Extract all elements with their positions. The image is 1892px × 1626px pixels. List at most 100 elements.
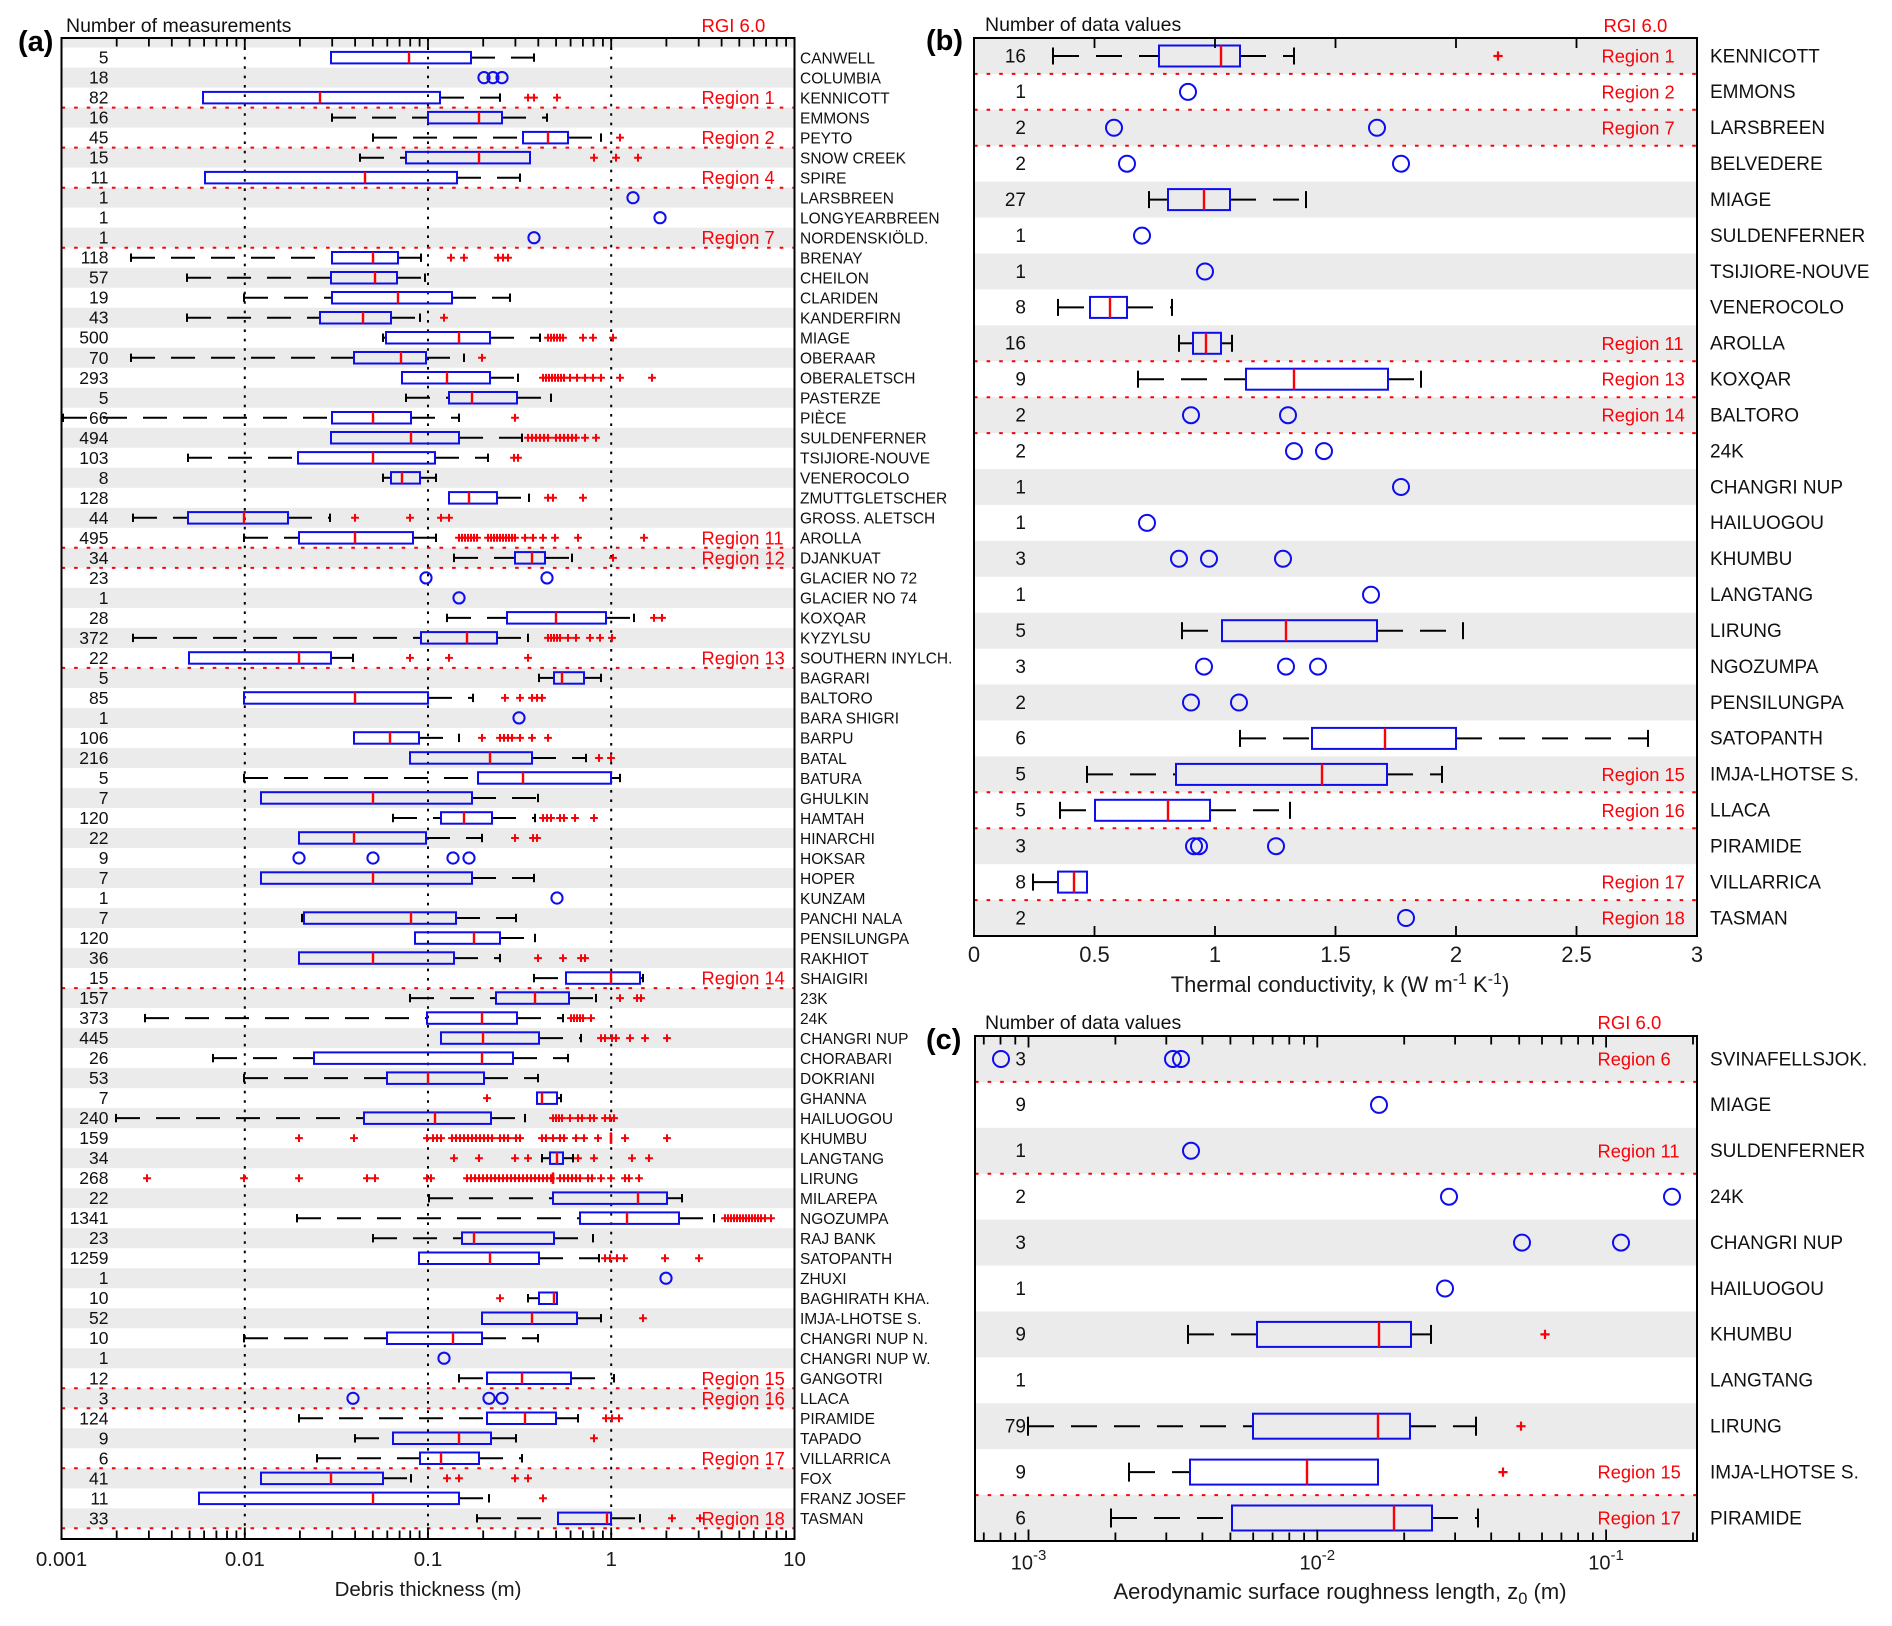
svg-text:10: 10 [783, 1548, 806, 1571]
svg-text:LANGTANG: LANGTANG [1710, 585, 1813, 606]
svg-text:5: 5 [99, 388, 109, 408]
svg-text:16: 16 [1005, 46, 1026, 67]
svg-text:1: 1 [99, 888, 109, 908]
svg-text:1: 1 [99, 708, 109, 728]
svg-text:KHUMBU: KHUMBU [1710, 549, 1792, 570]
svg-text:1259: 1259 [70, 1248, 109, 1268]
svg-text:15: 15 [89, 968, 108, 988]
svg-text:26: 26 [89, 1048, 108, 1068]
svg-text:6: 6 [1015, 729, 1026, 750]
svg-text:PIRAMIDE: PIRAMIDE [800, 1411, 875, 1428]
svg-text:44: 44 [89, 508, 109, 528]
svg-text:TSIJIORE-NOUVE: TSIJIORE-NOUVE [800, 451, 930, 468]
svg-text:AROLLA: AROLLA [800, 531, 862, 548]
svg-text:9: 9 [1015, 1095, 1026, 1116]
svg-text:LARSBREEN: LARSBREEN [1710, 118, 1825, 139]
svg-text:(a): (a) [18, 26, 53, 58]
svg-text:5: 5 [99, 668, 109, 688]
svg-text:BARA SHIGRI: BARA SHIGRI [800, 711, 899, 728]
svg-text:43: 43 [89, 308, 108, 328]
svg-text:BELVEDERE: BELVEDERE [1710, 154, 1823, 175]
svg-text:8: 8 [99, 468, 109, 488]
svg-text:33: 33 [89, 1508, 108, 1528]
svg-text:1: 1 [99, 188, 109, 208]
svg-text:BARPU: BARPU [800, 731, 853, 748]
svg-text:Region 17: Region 17 [702, 1448, 785, 1469]
svg-text:8: 8 [1015, 298, 1026, 319]
svg-text:TASMAN: TASMAN [1710, 908, 1788, 929]
svg-text:BAGRARI: BAGRARI [800, 671, 870, 688]
svg-text:SHAIGIRI: SHAIGIRI [800, 971, 868, 988]
svg-text:TAPADO: TAPADO [800, 1431, 861, 1448]
svg-text:1: 1 [1015, 226, 1026, 247]
svg-text:HAILUOGOU: HAILUOGOU [1710, 513, 1824, 534]
svg-text:Region 2: Region 2 [702, 127, 775, 148]
svg-text:KUNZAM: KUNZAM [800, 891, 865, 908]
svg-text:216: 216 [79, 748, 108, 768]
svg-text:1: 1 [99, 588, 109, 608]
svg-text:9: 9 [99, 848, 109, 868]
svg-text:OBERALETSCH: OBERALETSCH [800, 371, 915, 388]
svg-text:SATOPANTH: SATOPANTH [1710, 729, 1823, 750]
svg-text:CHANGRI NUP: CHANGRI NUP [1710, 477, 1843, 498]
svg-text:GHANNA: GHANNA [800, 1091, 867, 1108]
svg-text:1: 1 [99, 228, 109, 248]
svg-text:GANGOTRI: GANGOTRI [800, 1371, 883, 1388]
svg-text:DOKRIANI: DOKRIANI [800, 1071, 875, 1088]
svg-text:2.5: 2.5 [1561, 942, 1592, 967]
svg-text:2: 2 [1015, 154, 1026, 175]
svg-text:1: 1 [99, 208, 109, 228]
svg-text:57: 57 [89, 268, 108, 288]
svg-text:RAKHIOT: RAKHIOT [800, 951, 869, 968]
svg-text:RGI 6.0: RGI 6.0 [1604, 15, 1668, 36]
svg-text:5: 5 [99, 48, 109, 68]
svg-text:24K: 24K [800, 1011, 828, 1028]
svg-text:3: 3 [99, 1388, 109, 1408]
svg-text:BATAL: BATAL [800, 751, 847, 768]
svg-text:27: 27 [1005, 190, 1026, 211]
svg-text:KHUMBU: KHUMBU [800, 1131, 867, 1148]
svg-text:Region 13: Region 13 [1602, 369, 1685, 390]
svg-text:BALTORO: BALTORO [800, 691, 873, 708]
svg-text:OBERAAR: OBERAAR [800, 351, 876, 368]
svg-text:KHUMBU: KHUMBU [1710, 1325, 1792, 1346]
svg-text:79: 79 [1005, 1417, 1026, 1438]
svg-text:2: 2 [1015, 406, 1026, 427]
svg-text:11: 11 [90, 1488, 108, 1508]
svg-text:GHULKIN: GHULKIN [800, 791, 869, 808]
svg-text:CHANGRI NUP: CHANGRI NUP [1710, 1233, 1843, 1254]
svg-text:1: 1 [99, 1348, 109, 1368]
svg-text:IMJA-LHOTSE S.: IMJA-LHOTSE S. [1710, 1462, 1859, 1483]
svg-text:5: 5 [99, 768, 109, 788]
svg-text:MIAGE: MIAGE [1710, 1095, 1771, 1116]
svg-text:CHANGRI NUP W.: CHANGRI NUP W. [800, 1351, 931, 1368]
svg-text:SNOW CREEK: SNOW CREEK [800, 151, 907, 168]
svg-text:6: 6 [1015, 1508, 1026, 1529]
svg-text:0.5: 0.5 [1079, 942, 1110, 967]
svg-text:VENEROCOLO: VENEROCOLO [800, 471, 909, 488]
svg-text:Region 6: Region 6 [1598, 1049, 1671, 1070]
svg-text:Region 4: Region 4 [702, 167, 775, 188]
svg-text:PEYTO: PEYTO [800, 130, 852, 147]
svg-text:Region 18: Region 18 [1602, 908, 1685, 929]
svg-text:2: 2 [1450, 942, 1462, 967]
svg-text:11: 11 [90, 168, 108, 188]
svg-text:445: 445 [79, 1028, 108, 1048]
svg-text:KOXQAR: KOXQAR [1710, 370, 1791, 391]
svg-text:23: 23 [89, 1228, 108, 1248]
svg-text:Region 11: Region 11 [1598, 1140, 1680, 1161]
svg-text:1: 1 [605, 1548, 616, 1571]
svg-text:1: 1 [1015, 82, 1026, 103]
svg-text:3: 3 [1015, 549, 1026, 570]
svg-text:Region 11: Region 11 [702, 527, 784, 548]
svg-text:SVINAFELLSJOK.: SVINAFELLSJOK. [1710, 1049, 1867, 1070]
svg-text:9: 9 [1015, 1325, 1026, 1346]
svg-text:HAILUOGOU: HAILUOGOU [1710, 1279, 1824, 1300]
svg-text:IMJA-LHOTSE S.: IMJA-LHOTSE S. [1710, 765, 1859, 786]
svg-text:Region 15: Region 15 [1602, 764, 1685, 785]
svg-text:Region 7: Region 7 [702, 227, 775, 248]
svg-text:66: 66 [89, 408, 108, 428]
svg-text:RAJ BANK: RAJ BANK [800, 1231, 876, 1248]
svg-text:2: 2 [1015, 693, 1026, 714]
svg-text:494: 494 [79, 428, 108, 448]
